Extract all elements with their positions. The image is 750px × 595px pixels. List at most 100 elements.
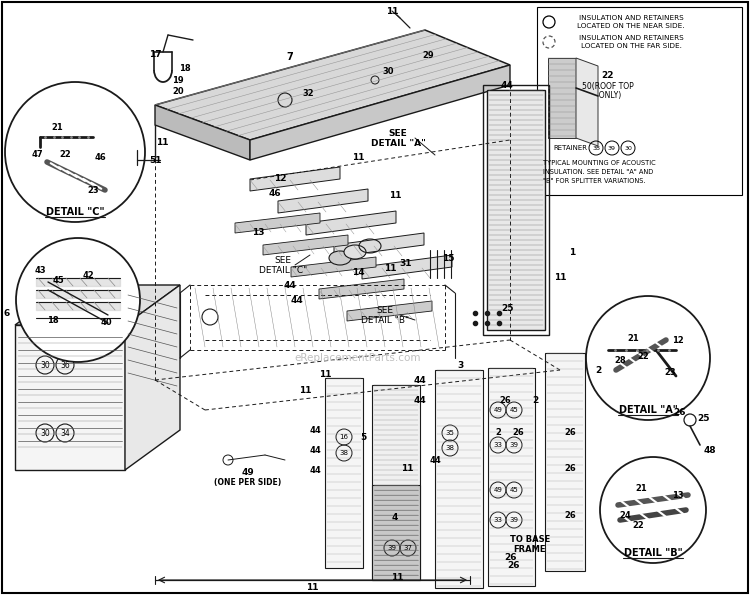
Text: 26: 26 [512, 427, 523, 437]
Text: 44: 44 [414, 396, 426, 405]
Text: 43: 43 [34, 265, 46, 274]
Text: 51: 51 [148, 155, 161, 164]
Text: 44: 44 [429, 456, 441, 465]
Text: 11: 11 [156, 137, 168, 146]
Text: 45: 45 [510, 487, 518, 493]
Bar [372, 485, 420, 580]
Text: 26: 26 [674, 408, 686, 416]
Text: 17: 17 [148, 49, 161, 58]
Text: 13: 13 [672, 490, 684, 499]
Circle shape [600, 457, 706, 563]
Text: 45: 45 [510, 407, 518, 413]
Text: 13: 13 [252, 227, 264, 236]
Text: 46: 46 [94, 152, 106, 161]
Text: 50(ROOF TOP: 50(ROOF TOP [582, 82, 634, 90]
Text: 31: 31 [400, 258, 412, 268]
Text: 11: 11 [400, 464, 413, 472]
Text: 11: 11 [352, 152, 364, 161]
Polygon shape [319, 279, 404, 299]
Text: 2: 2 [595, 365, 602, 374]
Text: 12: 12 [672, 336, 684, 345]
Text: 22: 22 [59, 149, 71, 158]
Text: 11: 11 [298, 386, 311, 394]
Text: 25: 25 [501, 303, 513, 312]
Text: 7: 7 [286, 52, 293, 62]
Text: RETAINER: RETAINER [553, 145, 587, 151]
Text: TYPICAL MOUNTING OF ACOUSTIC: TYPICAL MOUNTING OF ACOUSTIC [543, 160, 656, 166]
Polygon shape [347, 301, 432, 321]
Text: 11: 11 [319, 369, 332, 378]
Text: LOCATED ON THE NEAR SIDE.: LOCATED ON THE NEAR SIDE. [578, 23, 685, 29]
Text: 44: 44 [309, 446, 321, 455]
Text: 11: 11 [384, 264, 396, 273]
Text: 11: 11 [391, 572, 404, 581]
Text: 47: 47 [32, 149, 43, 158]
Text: 18: 18 [47, 315, 58, 324]
Text: 11: 11 [388, 190, 401, 199]
Bar [487, 90, 545, 330]
Text: TO BASE: TO BASE [510, 536, 550, 544]
Text: 21: 21 [627, 334, 639, 343]
Polygon shape [250, 65, 510, 160]
Text: "B" FOR SPLITTER VARIATIONS.: "B" FOR SPLITTER VARIATIONS. [543, 178, 646, 184]
Polygon shape [155, 30, 510, 140]
Text: DETAIL "B": DETAIL "B" [361, 315, 409, 324]
Text: 4: 4 [392, 513, 398, 522]
Text: 21: 21 [51, 123, 63, 131]
Text: SEE: SEE [388, 129, 407, 137]
Text: SEE: SEE [274, 255, 292, 265]
Text: 44: 44 [309, 465, 321, 474]
Text: FRAME: FRAME [514, 546, 546, 555]
Text: 5: 5 [360, 433, 366, 441]
Text: 33: 33 [494, 517, 502, 523]
Ellipse shape [329, 251, 351, 265]
Text: 30: 30 [624, 146, 632, 151]
Text: 49: 49 [494, 487, 502, 493]
Text: 38: 38 [446, 445, 454, 451]
Text: 44: 44 [501, 80, 513, 89]
Text: 21: 21 [635, 484, 646, 493]
Circle shape [5, 82, 145, 222]
Text: 38: 38 [340, 450, 349, 456]
Text: 2: 2 [532, 396, 538, 405]
Text: 36: 36 [60, 361, 70, 369]
Text: 2: 2 [495, 427, 501, 437]
Text: 16: 16 [340, 434, 349, 440]
Text: 35: 35 [446, 430, 454, 436]
Text: 1: 1 [568, 248, 575, 256]
Text: 33: 33 [494, 442, 502, 448]
Text: 26: 26 [564, 511, 576, 519]
Text: 49: 49 [494, 407, 502, 413]
Bar [483, 85, 549, 335]
Text: 39: 39 [608, 146, 616, 151]
Ellipse shape [344, 245, 366, 259]
Text: DETAIL "C": DETAIL "C" [46, 207, 104, 217]
Text: INSULATION. SEE DETAIL "A" AND: INSULATION. SEE DETAIL "A" AND [543, 169, 653, 175]
Text: 26: 26 [564, 427, 576, 437]
Text: 26: 26 [500, 396, 511, 405]
Text: DETAIL "B": DETAIL "B" [624, 548, 682, 558]
Polygon shape [278, 189, 368, 213]
Text: 22: 22 [632, 521, 644, 530]
Text: 23: 23 [664, 368, 676, 377]
Text: LOCATED ON THE FAR SIDE.: LOCATED ON THE FAR SIDE. [580, 43, 682, 49]
Text: 23: 23 [87, 186, 99, 195]
Text: 24: 24 [620, 511, 631, 519]
Text: 45: 45 [53, 275, 64, 284]
Polygon shape [250, 167, 340, 191]
Text: 49: 49 [242, 468, 254, 477]
Text: 44: 44 [284, 280, 296, 290]
Text: DETAIL "A": DETAIL "A" [619, 405, 677, 415]
Text: 19: 19 [172, 76, 184, 84]
Polygon shape [306, 211, 396, 235]
Polygon shape [235, 213, 320, 233]
Bar [537, 7, 742, 195]
Text: 39: 39 [509, 517, 518, 523]
Text: 39: 39 [388, 545, 397, 551]
Polygon shape [334, 233, 424, 257]
Text: 39: 39 [509, 442, 518, 448]
Text: DETAIL "C": DETAIL "C" [259, 265, 308, 274]
Text: 3: 3 [457, 361, 464, 369]
Bar [488, 368, 535, 586]
Text: 29: 29 [422, 51, 433, 60]
